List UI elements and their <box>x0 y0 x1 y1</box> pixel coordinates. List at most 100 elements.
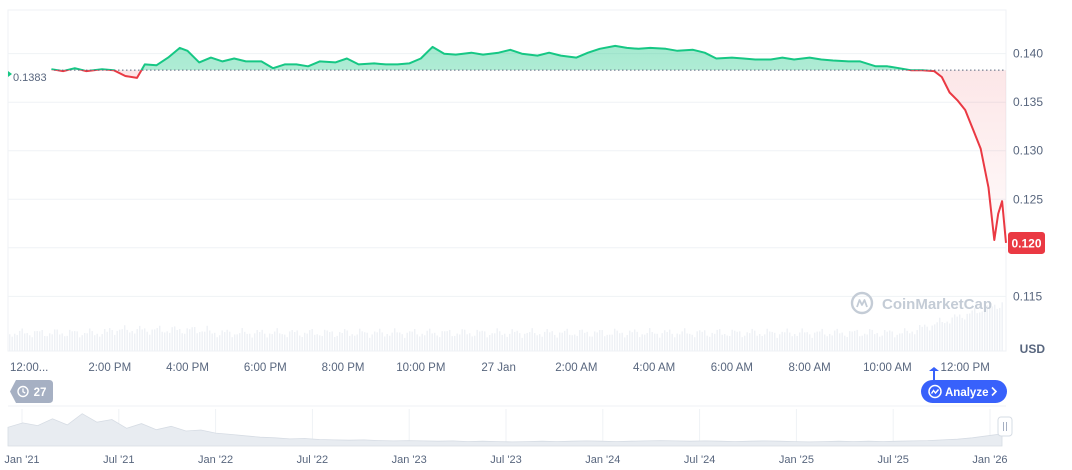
volume-bar <box>776 337 778 351</box>
volume-bar <box>469 333 471 351</box>
volume-bar <box>521 337 523 351</box>
volume-bar <box>936 322 938 351</box>
volume-bar <box>724 333 726 351</box>
volume-bar <box>996 308 998 351</box>
volume-bar <box>36 331 38 351</box>
x-tick-label: 10:00 AM <box>863 362 912 374</box>
volume-bar <box>256 329 258 351</box>
range-navigator[interactable]: Jan '21 Jul '21 Jan '22 Jul '22 Jan '23 Jul '… <box>4 405 1013 466</box>
volume-bar <box>491 333 493 351</box>
volume-bar <box>789 332 791 351</box>
volume-bar <box>494 333 496 351</box>
volume-bar <box>219 335 221 351</box>
volume-bar <box>436 335 438 351</box>
volume-bar <box>376 332 378 351</box>
analyze-button[interactable]: Analyze <box>921 367 1007 403</box>
volume-bar <box>379 328 381 351</box>
volume-bar <box>326 330 328 351</box>
x-tick-label: 8:00 AM <box>789 362 831 374</box>
history-icon <box>17 385 29 398</box>
volume-bar <box>356 334 358 351</box>
y-tick-label: 0.125 <box>1013 192 1043 206</box>
volume-bar <box>981 311 983 351</box>
volume-bar <box>626 335 628 351</box>
volume-bar <box>41 329 43 351</box>
volume-bar <box>754 330 756 351</box>
volume-bar <box>244 331 246 351</box>
volume-bar <box>351 334 353 351</box>
volume-bar <box>641 334 643 351</box>
volume-bar <box>999 307 1001 351</box>
volume-bar <box>254 333 256 351</box>
volume-bar <box>834 330 836 351</box>
volume-bar <box>861 335 863 351</box>
volume-bar <box>579 330 581 351</box>
volume-bar <box>151 329 153 351</box>
volume-bar <box>16 335 18 351</box>
volume-bar <box>534 333 536 351</box>
volume-bar <box>761 335 763 351</box>
volume-bar <box>916 330 918 351</box>
volume-bar <box>524 333 526 351</box>
volume-bar <box>841 332 843 351</box>
volume-bar <box>431 333 433 351</box>
volume-bar <box>851 331 853 351</box>
volume-bar <box>441 331 443 351</box>
history-counter-button[interactable]: 27 <box>10 380 53 403</box>
open-price-label: 0.1383 <box>13 72 47 84</box>
volume-bar <box>894 337 896 351</box>
volume-bar <box>974 307 976 351</box>
volume-bar <box>419 336 421 351</box>
volume-bar <box>931 325 933 351</box>
volume-bar <box>606 334 608 351</box>
navigator-handle[interactable] <box>997 416 1013 437</box>
volume-bar <box>199 332 201 351</box>
volume-bar <box>246 333 248 351</box>
x-tick-label: 12:00... <box>10 362 48 374</box>
volume-bar <box>394 328 396 351</box>
current-price-badge: 0.120 <box>1008 231 1045 254</box>
volume-bar <box>831 335 833 351</box>
volume-bar <box>266 337 268 351</box>
volume-bar <box>946 321 948 351</box>
volume-bar <box>536 335 538 351</box>
x-tick-label: 10:00 PM <box>396 362 445 374</box>
price-area-below-open <box>51 70 1006 243</box>
volume-bar <box>501 334 503 351</box>
volume-bar <box>881 335 883 351</box>
y-tick-label: 0.130 <box>1013 144 1043 158</box>
volume-bar <box>734 330 736 351</box>
volume-bar <box>691 334 693 351</box>
volume-bar <box>709 336 711 351</box>
volume-bar <box>239 333 241 351</box>
volume-bar <box>796 335 798 351</box>
volume-bar <box>49 333 51 351</box>
volume-bar <box>134 333 136 351</box>
volume-bar <box>706 335 708 351</box>
volume-bar <box>811 337 813 351</box>
volume-bar <box>519 333 521 351</box>
volume-bar <box>369 337 371 351</box>
volume-bar <box>866 334 868 351</box>
volume-bar <box>661 333 663 351</box>
volume-bar <box>261 329 263 351</box>
volume-bar <box>76 331 78 351</box>
volume-bar <box>201 331 203 351</box>
volume-bar <box>211 333 213 351</box>
volume-bar <box>611 334 613 351</box>
volume-bar <box>19 330 21 351</box>
volume-bar <box>809 334 811 351</box>
volume-bar <box>731 329 733 351</box>
volume-bar <box>959 314 961 351</box>
volume-bar <box>424 335 426 351</box>
volume-bar <box>451 336 453 351</box>
volume-bar <box>839 333 841 351</box>
open-price-marker: 0.1383 <box>8 71 47 84</box>
volume-bar <box>241 328 243 351</box>
volume-bar <box>934 324 936 351</box>
volume-bar <box>11 336 13 351</box>
volume-bar <box>634 329 636 351</box>
volume-bar <box>304 332 306 351</box>
